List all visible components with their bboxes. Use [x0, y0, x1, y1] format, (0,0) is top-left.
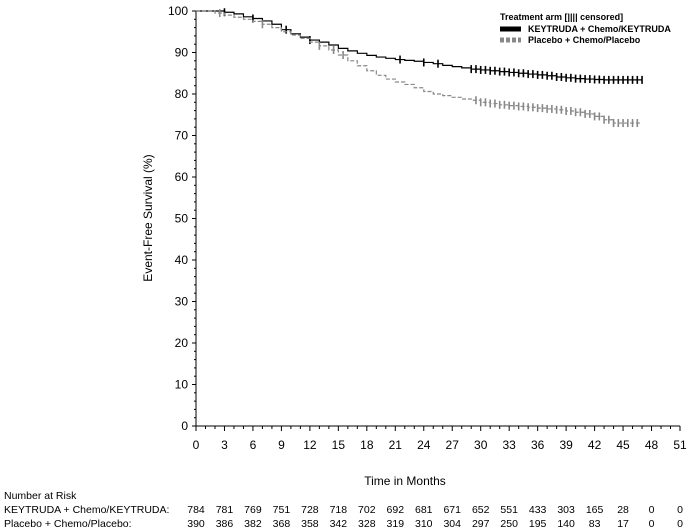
y-tick-label: 0: [181, 419, 188, 433]
risk-value: 83: [588, 518, 601, 530]
risk-value: 140: [557, 518, 575, 530]
risk-value: 0: [677, 518, 683, 530]
risk-value: 17: [617, 518, 629, 530]
risk-value: 297: [471, 518, 490, 530]
y-axis-title: Event-Free Survival (%): [141, 154, 155, 281]
risk-value: 0: [648, 518, 655, 530]
legend-label-placebo: Placebo + Chemo/Placebo: [528, 35, 641, 45]
x-tick-label: 3: [221, 438, 228, 452]
x-axis-title: Time in Months: [364, 474, 446, 488]
risk-value: 718: [329, 504, 348, 516]
risk-table-title: Number at Risk: [4, 490, 77, 502]
y-tick-label: 90: [175, 46, 189, 60]
x-tick-label: 9: [278, 438, 285, 452]
risk-row-label-placebo: Placebo + Chemo/Placebo:: [4, 518, 132, 530]
x-tick-label: 48: [645, 438, 659, 452]
x-tick-label: 12: [303, 438, 317, 452]
x-tick-label: 30: [474, 438, 488, 452]
risk-value: 751: [272, 504, 291, 516]
y-tick-label: 40: [175, 253, 189, 267]
risk-value: 728: [301, 504, 319, 516]
x-tick-label: 27: [446, 438, 460, 452]
risk-value: 652: [471, 504, 490, 516]
risk-value: 368: [272, 518, 291, 530]
y-tick-label: 70: [175, 129, 189, 143]
x-tick-label: 51: [673, 438, 687, 452]
y-tick-label: 60: [175, 170, 189, 184]
y-tick-label: 20: [175, 336, 189, 350]
risk-value: 165: [585, 504, 604, 516]
risk-value: 328: [358, 518, 376, 530]
risk-value: 304: [443, 518, 461, 530]
legend: Treatment arm [|||| censored] KEYTRUDA +…: [500, 12, 671, 45]
x-tick-label: 21: [389, 438, 403, 452]
risk-value: 784: [187, 504, 205, 516]
risk-value: 310: [414, 518, 433, 530]
risk-value: 0: [648, 504, 655, 516]
risk-value: 0: [677, 504, 683, 516]
x-tick-label: 24: [417, 438, 431, 452]
risk-value: 358: [301, 518, 319, 530]
legend-label-keytruda: KEYTRUDA + Chemo/KEYTRUDA: [528, 24, 671, 34]
y-tick-label: 10: [175, 378, 189, 392]
risk-value: 692: [386, 504, 405, 516]
risk-value: 681: [414, 504, 433, 516]
risk-value: 303: [557, 504, 575, 516]
y-tick-label: 30: [175, 295, 189, 309]
risk-value: 195: [528, 518, 547, 530]
risk-row-label-keytruda: KEYTRUDA + Chemo/KEYTRUDA:: [4, 504, 170, 516]
risk-value: 382: [244, 518, 262, 530]
x-tick-label: 45: [616, 438, 630, 452]
y-tick-label: 100: [168, 4, 188, 18]
x-tick-label: 18: [360, 438, 374, 452]
risk-value: 671: [443, 504, 461, 516]
risk-value: 319: [386, 518, 405, 530]
risk-value: 386: [215, 518, 234, 530]
risk-value: 781: [215, 504, 234, 516]
risk-value: 342: [329, 518, 348, 530]
x-tick-label: 33: [502, 438, 516, 452]
legend-title: Treatment arm [|||| censored]: [500, 12, 623, 22]
x-tick-label: 36: [531, 438, 545, 452]
risk-value: 390: [187, 518, 205, 530]
series-layer: [196, 8, 643, 128]
risk-value: 769: [244, 504, 262, 516]
risk-value: 702: [358, 504, 376, 516]
x-tick-label: 6: [250, 438, 257, 452]
x-tick-label: 0: [193, 438, 200, 452]
x-tick-label: 42: [588, 438, 602, 452]
x-tick-label: 39: [559, 438, 573, 452]
y-tick-label: 50: [175, 212, 189, 226]
risk-value: 551: [500, 504, 518, 516]
y-tick-label: 80: [175, 87, 189, 101]
risk-value: 433: [528, 504, 547, 516]
x-tick-label: 15: [332, 438, 346, 452]
risk-value: 28: [617, 504, 629, 516]
risk-value: 250: [500, 518, 518, 530]
